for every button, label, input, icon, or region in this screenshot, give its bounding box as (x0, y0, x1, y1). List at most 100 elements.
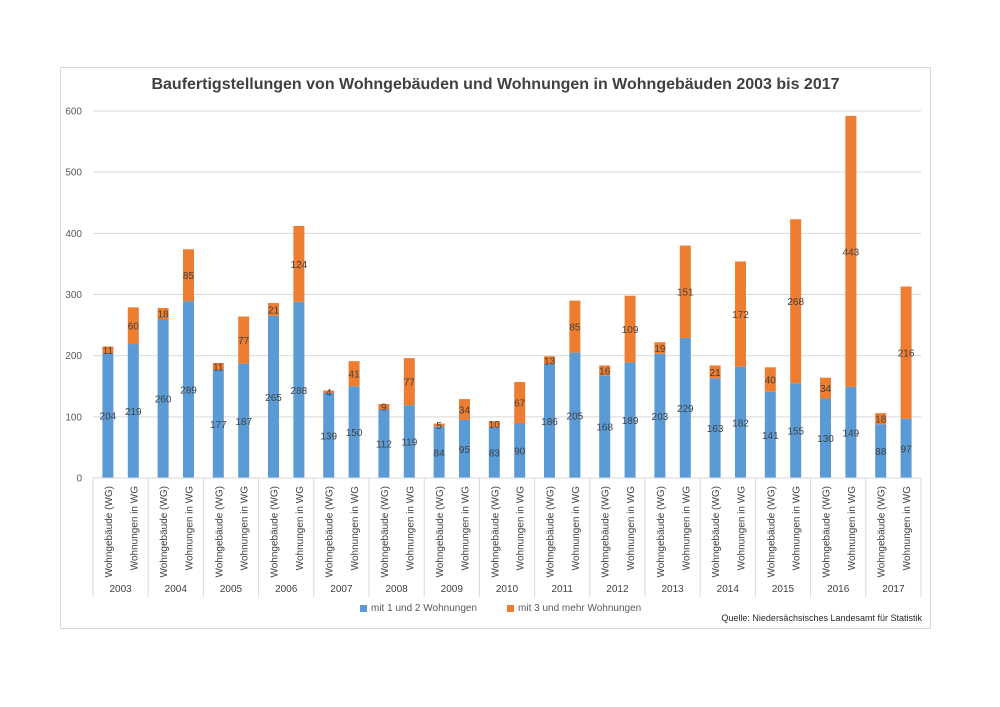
data-label: 9 (381, 403, 387, 414)
data-label: 21 (710, 368, 722, 379)
data-label: 289 (180, 386, 197, 397)
data-label: 10 (489, 420, 501, 431)
bar-segment-3-mehr-wohnungen (293, 225, 305, 302)
bar-segment-1-2-wohnungen (624, 362, 636, 478)
bar-segment-3-mehr-wohnungen (820, 377, 832, 399)
data-label: 60 (128, 322, 140, 333)
bar-segment-1-2-wohnungen (569, 352, 581, 478)
bar-segment-3-mehr-wohnungen (654, 342, 666, 354)
data-label: 163 (707, 424, 724, 435)
x-year-label: 2006 (275, 584, 298, 595)
bar-segment-1-2-wohnungen (458, 419, 470, 478)
y-tick-label: 500 (65, 168, 82, 179)
data-label: 85 (183, 271, 195, 282)
x-year-label: 2015 (772, 584, 795, 595)
bar-segment-3-mehr-wohnungen (845, 115, 857, 387)
bar-segment-1-2-wohnungen (182, 301, 194, 478)
data-label: 203 (652, 412, 669, 423)
bar-segment-1-2-wohnungen (238, 363, 250, 478)
bar-segment-3-mehr-wohnungen (544, 356, 556, 365)
data-label: 41 (349, 370, 361, 381)
x-subcategory-label: Wohnungen in WG (681, 486, 692, 571)
bar-segment-1-2-wohnungen (127, 344, 139, 478)
x-subcategory-label: Wohnungen in WG (405, 486, 416, 571)
bar-segment-1-2-wohnungen (845, 386, 857, 478)
bar-segment-1-2-wohnungen (102, 353, 114, 478)
data-label: 90 (514, 446, 526, 457)
bar-segment-3-mehr-wohnungen (900, 286, 912, 419)
x-year-label: 2014 (717, 584, 740, 595)
y-tick-label: 100 (65, 412, 82, 423)
data-label: 150 (346, 428, 363, 439)
bar-segment-1-2-wohnungen (378, 409, 390, 478)
bar-segment-3-mehr-wohnungen (599, 365, 611, 376)
bar-segment-3-mehr-wohnungen (624, 295, 636, 363)
data-label: 95 (459, 445, 471, 456)
data-label: 151 (677, 288, 694, 299)
x-subcategory-label: Wohngebäude (WG) (214, 486, 225, 578)
data-label: 85 (569, 323, 581, 334)
data-label: 219 (125, 407, 142, 418)
bar-segment-1-2-wohnungen (323, 392, 335, 478)
x-year-label: 2005 (220, 584, 243, 595)
data-label: 204 (100, 412, 117, 423)
x-year-label: 2017 (882, 584, 905, 595)
bar-segment-3-mehr-wohnungen (709, 365, 721, 379)
data-label: 268 (787, 297, 804, 308)
data-label: 88 (875, 447, 887, 458)
x-subcategory-label: Wohngebäude (WG) (435, 486, 446, 578)
data-label: 77 (404, 378, 416, 389)
data-label: 18 (158, 309, 170, 320)
data-label: 177 (210, 420, 227, 431)
bar-segment-3-mehr-wohnungen (488, 421, 500, 428)
bar-segment-1-2-wohnungen (403, 405, 415, 478)
x-subcategory-label: Wohnungen in WG (129, 486, 140, 571)
bar-segment-1-2-wohnungen (433, 426, 445, 478)
x-subcategory-label: Wohngebäude (WG) (656, 486, 667, 578)
data-label: 186 (541, 417, 558, 428)
bar-segment-1-2-wohnungen (709, 378, 721, 478)
legend-item-1-2-wohnungen: mit 1 und 2 Wohnungen (360, 603, 477, 614)
x-subcategory-label: Wohngebäude (WG) (325, 486, 336, 578)
y-tick-label: 0 (76, 474, 82, 485)
x-year-label: 2004 (165, 584, 188, 595)
x-subcategory-label: Wohnungen in WG (626, 486, 637, 571)
data-label: 67 (514, 398, 526, 409)
chart-title: Baufertigstellungen von Wohngebäuden und… (151, 76, 840, 93)
y-tick-label: 600 (65, 107, 82, 118)
x-subcategory-label: Wohnungen in WG (847, 486, 858, 571)
bar-segment-3-mehr-wohnungen (323, 390, 335, 393)
data-label: 16 (599, 366, 611, 377)
x-year-label: 2011 (551, 584, 573, 595)
data-label: 187 (235, 417, 252, 428)
source-note: Quelle: Niedersächsisches Landesamt für … (721, 613, 922, 623)
legend-label: mit 1 und 2 Wohnungen (371, 603, 478, 614)
y-tick-label: 200 (65, 351, 82, 362)
bar-segment-3-mehr-wohnungen (127, 307, 139, 345)
bar-segment-3-mehr-wohnungen (569, 300, 581, 353)
x-year-label: 2012 (606, 584, 629, 595)
data-label: 149 (843, 428, 860, 439)
x-subcategory-label: Wohngebäude (WG) (380, 486, 391, 578)
data-label: 216 (898, 349, 915, 360)
x-subcategory-label: Wohngebäude (WG) (766, 486, 777, 578)
bar-segment-1-2-wohnungen (734, 366, 746, 478)
x-subcategory-label: Wohnungen in WG (350, 486, 361, 571)
y-tick-label: 400 (65, 229, 82, 240)
x-subcategory-label: Wohnungen in WG (571, 486, 582, 571)
x-year-label: 2010 (496, 584, 519, 595)
x-year-label: 2007 (330, 584, 353, 595)
data-label: 11 (213, 362, 224, 373)
data-label: 11 (103, 346, 114, 357)
x-year-label: 2009 (441, 584, 464, 595)
bar-segment-3-mehr-wohnungen (157, 307, 169, 319)
legend-item-3-mehr-wohnungen: mit 3 und mehr Wohnungen (507, 603, 641, 614)
data-label: 5 (436, 421, 442, 432)
bar-segment-1-2-wohnungen (348, 386, 360, 478)
x-subcategory-label: Wohnungen in WG (460, 486, 471, 571)
bar-segment-3-mehr-wohnungen (679, 245, 691, 338)
x-year-label: 2003 (109, 584, 132, 595)
data-label: 119 (401, 438, 417, 449)
bar-segment-3-mehr-wohnungen (268, 303, 280, 316)
